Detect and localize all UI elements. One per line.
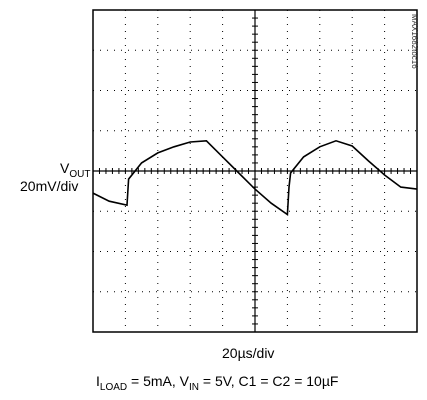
part-number-label: MAX1682toc16 — [410, 14, 419, 69]
oscilloscope-plot — [92, 9, 418, 333]
x-scale-label: 20µs/div — [222, 345, 275, 361]
y-axis-label: VOUT — [60, 160, 91, 180]
test-conditions-caption: ILOAD = 5mA, VIN = 5V, C1 = C2 = 10µF — [96, 373, 339, 393]
center-axis-ticks — [92, 9, 418, 333]
y-scale-label: 20mV/div — [20, 178, 79, 194]
vout-trace — [92, 139, 418, 216]
